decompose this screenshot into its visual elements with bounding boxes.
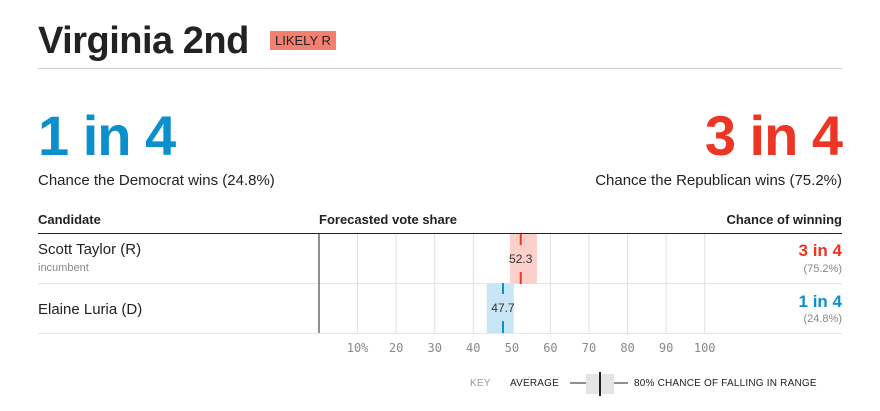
x-tick-label: 50 bbox=[505, 341, 519, 355]
key-label: KEY bbox=[470, 378, 491, 389]
x-tick-label: 100 bbox=[694, 341, 716, 355]
candidate-incumbent-label: incumbent bbox=[38, 262, 89, 274]
average-value-label: 52.3 bbox=[509, 252, 533, 266]
rep-chance-text: Chance the Republican wins (75.2%) bbox=[595, 172, 842, 189]
win-odds-taylor: 3 in 4 bbox=[798, 241, 842, 260]
x-tick-label: 30 bbox=[427, 341, 441, 355]
key-average-label: AVERAGE bbox=[510, 378, 560, 389]
average-value-label: 47.7 bbox=[491, 301, 515, 315]
range-band bbox=[509, 234, 537, 284]
win-odds-luria: 1 in 4 bbox=[798, 292, 842, 311]
table-bottom-divider bbox=[38, 333, 842, 334]
table-header-divider bbox=[38, 233, 842, 234]
rating-badge: LIKELY R bbox=[270, 31, 336, 50]
x-tick-label: 80 bbox=[620, 341, 634, 355]
x-tick-label: 70 bbox=[582, 341, 596, 355]
header-candidate: Candidate bbox=[38, 212, 101, 227]
candidate-name-taylor: Scott Taylor (R) bbox=[38, 241, 142, 258]
title-divider bbox=[38, 68, 842, 69]
win-pct-taylor: (75.2%) bbox=[803, 263, 842, 275]
header-chance: Chance of winning bbox=[726, 212, 842, 227]
win-pct-luria: (24.8%) bbox=[803, 313, 842, 325]
range-band bbox=[486, 283, 514, 333]
header-vote-share: Forecasted vote share bbox=[319, 212, 458, 227]
row-divider bbox=[38, 283, 842, 284]
rep-odds-headline: 3 in 4 bbox=[704, 104, 843, 167]
dem-odds-headline: 1 in 4 bbox=[38, 104, 176, 167]
x-tick-label: 90 bbox=[659, 341, 673, 355]
candidate-name-luria: Elaine Luria (D) bbox=[38, 301, 143, 318]
x-tick-label: 60 bbox=[543, 341, 557, 355]
x-tick-label: 10% bbox=[347, 341, 369, 355]
x-tick-label: 20 bbox=[389, 341, 403, 355]
dem-chance-text: Chance the Democrat wins (24.8%) bbox=[38, 172, 275, 189]
page-title: Virginia 2nd bbox=[38, 20, 249, 62]
key-range-label: 80% CHANCE OF FALLING IN RANGE bbox=[634, 378, 817, 389]
x-tick-label: 40 bbox=[466, 341, 480, 355]
